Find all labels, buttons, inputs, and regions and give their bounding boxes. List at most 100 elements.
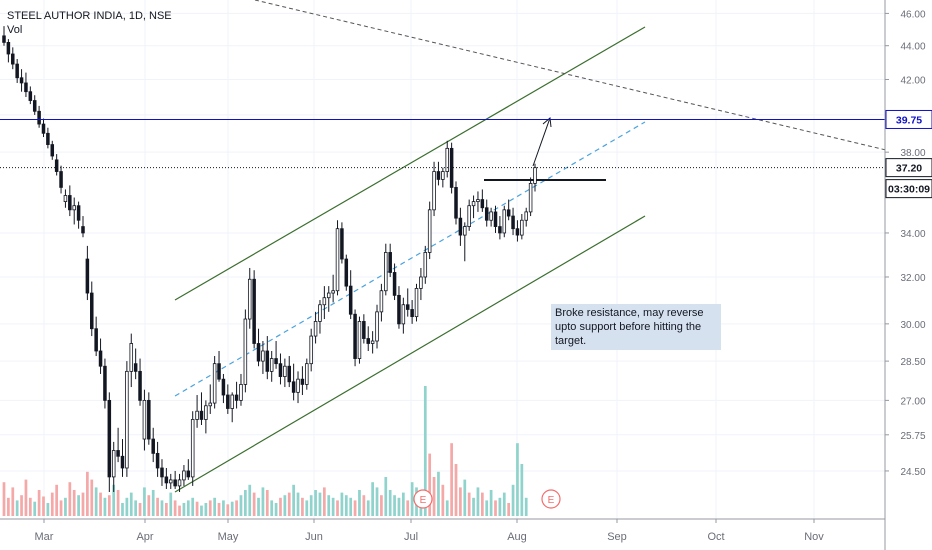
candle-up — [313, 321, 318, 337]
candle-up — [168, 479, 173, 484]
candle-down — [41, 123, 46, 134]
candle-down — [15, 63, 19, 79]
volume-bar — [283, 495, 287, 516]
candle-up — [230, 394, 234, 409]
volume-bar — [397, 497, 401, 516]
price-tag[interactable] — [885, 109, 932, 129]
volume-label[interactable]: Vol — [7, 24, 23, 36]
candle-up — [441, 171, 445, 180]
price-tag[interactable] — [885, 179, 932, 199]
volume-bar — [178, 505, 181, 516]
volume-bar — [90, 479, 94, 516]
drawings — [174, 0, 887, 493]
volume-bar — [467, 492, 471, 516]
volume-bar — [239, 495, 243, 516]
volume-bar — [353, 500, 357, 516]
y-tick-label: 32.00 — [900, 273, 925, 284]
candle-down — [138, 370, 142, 401]
price-tag-label: 37.20 — [896, 163, 922, 175]
volume-bar — [388, 490, 392, 516]
candle-down — [133, 363, 138, 372]
candle-up — [243, 318, 248, 385]
candle-down — [493, 211, 498, 227]
candle-down — [11, 53, 15, 65]
chart-legend[interactable]: STEEL AUTHOR INDIA, 1D, NSE Vol — [7, 9, 172, 37]
candle-down — [348, 285, 353, 315]
candle-up — [335, 228, 340, 292]
candle-down — [217, 363, 221, 380]
resistance-trendline[interactable] — [254, 0, 887, 151]
candle-up — [322, 297, 327, 306]
volume-bar — [511, 484, 515, 516]
x-tick-label: Oct — [707, 531, 724, 543]
volume-bar — [59, 500, 63, 516]
candle-down — [458, 217, 463, 236]
volume-bar — [195, 501, 199, 516]
volume-bar — [173, 500, 177, 516]
volume-bar — [33, 501, 37, 516]
candle-down — [37, 110, 41, 125]
channel-mid-line[interactable] — [174, 121, 646, 397]
candle-up — [423, 252, 428, 278]
candle-down — [173, 479, 177, 487]
y-tick-label: 44.00 — [900, 42, 925, 53]
candle-down — [511, 215, 515, 230]
volume-bar — [46, 503, 50, 516]
y-tick-label: 38.00 — [900, 148, 925, 159]
candle-up — [401, 304, 406, 325]
time-axis[interactable]: Mar Apr May Jun Jul Aug Sep Oct Nov — [35, 519, 825, 543]
candle-up — [177, 479, 182, 487]
price-tag-label: 03:30:09 — [888, 184, 930, 196]
y-tick-label: 24.50 — [900, 467, 925, 478]
candle-down — [405, 304, 410, 310]
channel-upper-line[interactable] — [174, 26, 646, 301]
candle-down — [90, 292, 94, 330]
candle-up — [379, 290, 384, 313]
price-tag[interactable] — [885, 158, 932, 178]
channel-lower-line[interactable] — [174, 215, 646, 493]
candle-up — [419, 276, 423, 289]
volume-bar — [24, 479, 28, 516]
candle-down — [120, 455, 125, 469]
volume-bar — [72, 490, 76, 516]
volume-bar — [160, 500, 164, 516]
y-tick-label: 34.00 — [900, 229, 925, 240]
candle-down — [94, 328, 98, 352]
candle-up — [502, 209, 507, 234]
volume-bar — [226, 504, 230, 516]
volume-bar — [296, 492, 300, 516]
candle-down — [103, 365, 107, 401]
volume-bar — [94, 487, 98, 516]
earnings-marker[interactable] — [541, 489, 561, 509]
candle-down — [498, 226, 502, 234]
target-arrow[interactable] — [532, 117, 551, 167]
annotation-note[interactable]: Broke resistance, may reverse upto suppo… — [551, 304, 721, 350]
candle-up — [445, 147, 449, 172]
candle-up — [190, 419, 195, 478]
candle-down — [226, 394, 230, 409]
candle-up — [204, 405, 208, 420]
candle-down — [256, 343, 261, 362]
candle-down — [366, 338, 371, 344]
volume-bar — [516, 443, 519, 516]
symbol-title[interactable]: STEEL AUTHOR INDIA, 1D, NSE — [7, 10, 172, 22]
volume-bar — [208, 500, 212, 516]
candle-up — [296, 378, 300, 393]
candle-down — [68, 195, 72, 211]
volume-bar — [77, 495, 80, 516]
candle-up — [467, 205, 471, 227]
volume-bar — [344, 495, 348, 516]
x-tick-label: Mar — [35, 531, 54, 543]
candle-down — [155, 452, 160, 469]
volume-bar — [485, 500, 489, 516]
volume-bar — [37, 490, 41, 516]
candle-down — [6, 42, 11, 55]
volume-bar — [261, 487, 265, 516]
volume-bar — [270, 500, 274, 516]
candle-down — [186, 470, 191, 478]
candle-down — [85, 258, 90, 294]
volume-bar — [217, 503, 221, 516]
earnings-marker[interactable] — [413, 489, 433, 509]
